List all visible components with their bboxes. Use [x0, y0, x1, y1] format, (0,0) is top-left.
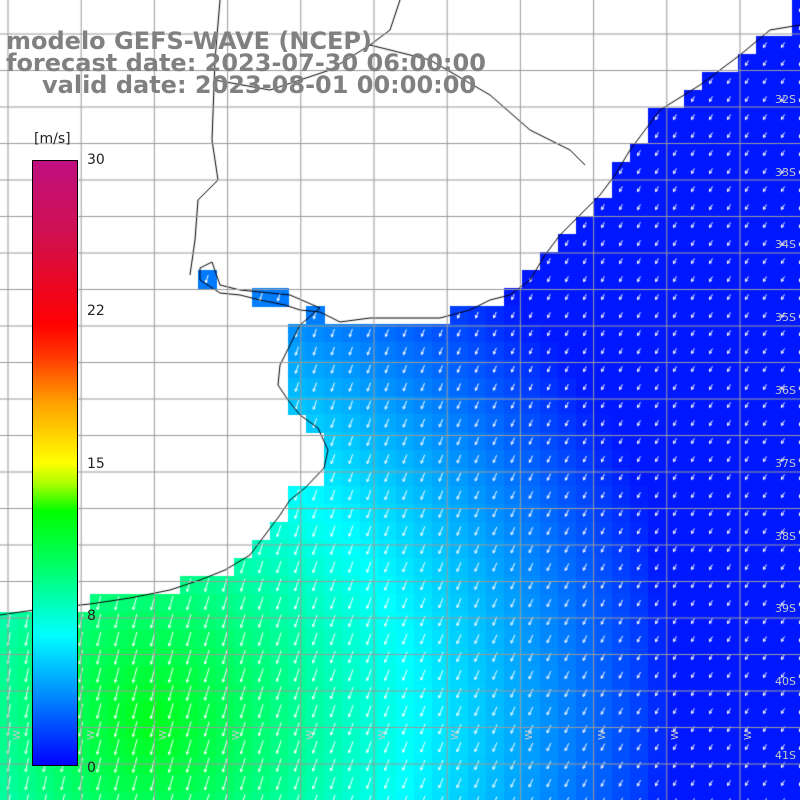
colorbar-unit: [m/s]: [34, 131, 71, 147]
lon-label-2: W: [86, 730, 97, 740]
valid-date: valid date: 2023-08-01 00:00:00: [42, 71, 477, 99]
lat-label-35s: 35S: [775, 311, 796, 324]
colorbar-tick-15: 15: [87, 456, 105, 472]
lon-label-6: W: [377, 730, 388, 740]
lon-label-10: W: [670, 730, 681, 740]
lat-label-36s: 36S: [775, 384, 796, 397]
colorbar: [32, 160, 78, 766]
colorbar-tick-30: 30: [87, 152, 105, 168]
lat-label-39s: 39S: [775, 602, 796, 615]
colorbar-tick-22: 22: [87, 303, 105, 319]
colorbar-tick-8: 8: [87, 608, 96, 624]
lat-label-32s: 32S: [775, 93, 796, 106]
model-title: modelo GEFS-WAVE (NCEP): [6, 27, 372, 55]
lat-label-41s: 41S: [775, 749, 796, 762]
lat-label-40s: 40S: [775, 675, 796, 688]
title-block: modelo GEFS-WAVE (NCEP) forecast date: 2…: [6, 27, 486, 99]
lat-label-34s: 34S: [775, 238, 796, 251]
lat-label-33s: 33S: [775, 166, 796, 179]
forecast-date: forecast date: 2023-07-30 06:00:00: [6, 49, 486, 77]
lon-label-4: W: [231, 730, 242, 740]
lon-label-8: W: [524, 730, 535, 740]
lat-label-37s: 37S: [775, 457, 796, 470]
lon-label-5: W: [305, 730, 316, 740]
lat-label-38s: 38S: [775, 530, 796, 543]
colorbar-tick-0: 0: [87, 760, 96, 776]
lon-label-3: W: [158, 730, 169, 740]
lon-label-1: W: [12, 730, 23, 740]
lon-label-7: W: [450, 730, 461, 740]
lon-label-11: W: [743, 730, 754, 740]
lon-label-9: W: [597, 730, 608, 740]
